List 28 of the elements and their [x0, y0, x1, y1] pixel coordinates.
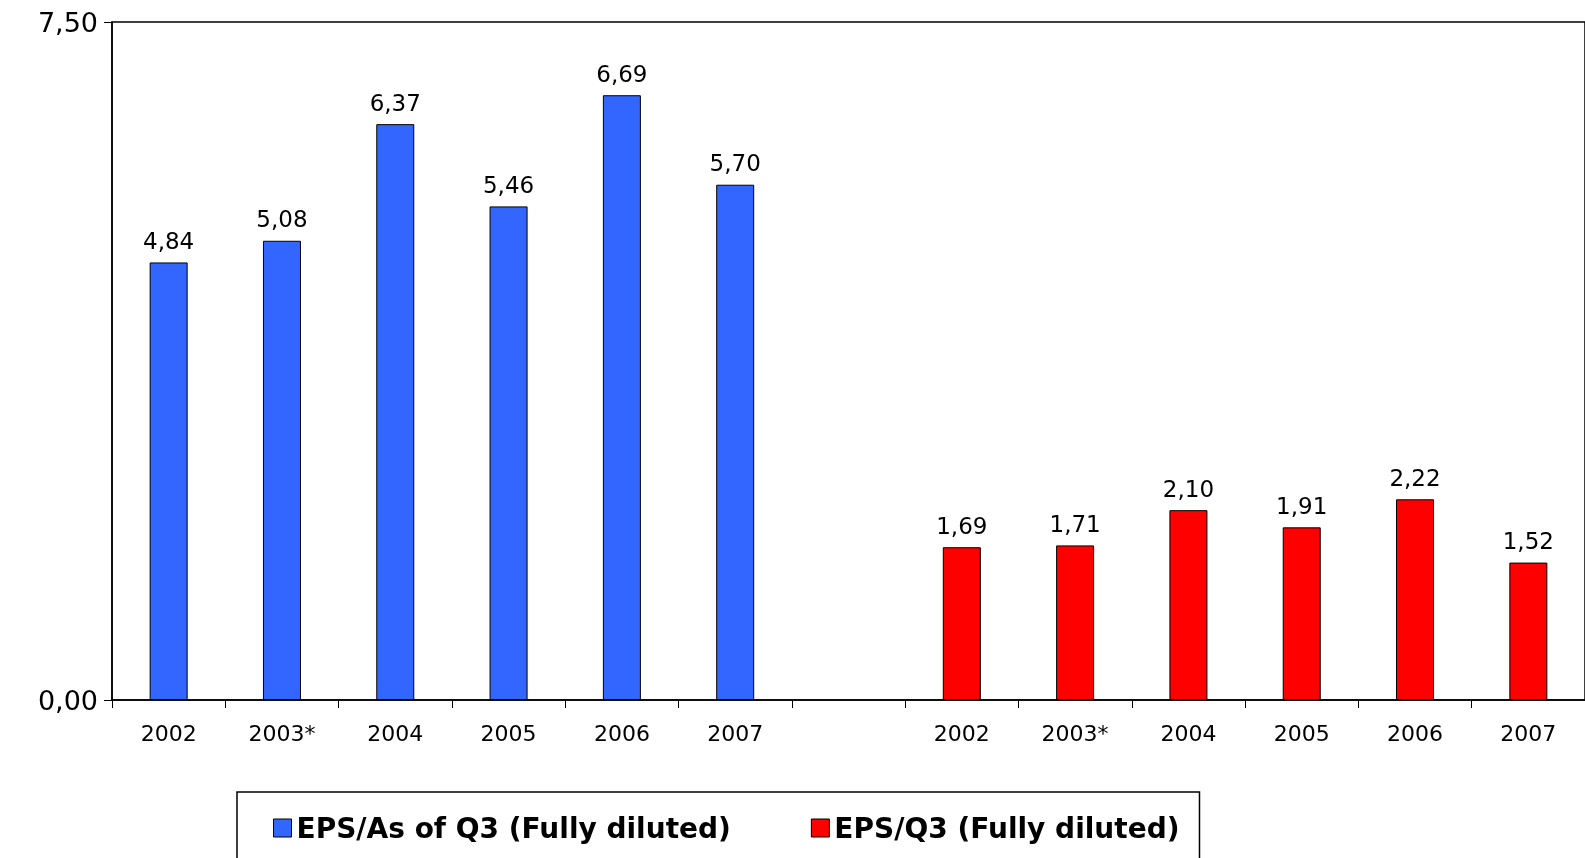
- data-label: 4,84: [143, 227, 195, 254]
- legend-label: EPS/As of Q3 (Fully diluted): [296, 811, 731, 845]
- x-tick-label: 2003*: [1041, 720, 1109, 746]
- data-label: 1,52: [1502, 528, 1554, 555]
- data-label: 2,22: [1389, 464, 1441, 491]
- x-tick-label: 2006: [1387, 720, 1444, 746]
- x-tick-label: 2007: [1500, 720, 1557, 746]
- legend-label: EPS/Q3 (Fully diluted): [834, 811, 1180, 845]
- x-tick-label: 2004: [367, 720, 424, 746]
- x-tick-label: 2005: [480, 720, 537, 746]
- data-label: 5,46: [482, 171, 535, 198]
- data-label: 1,71: [1049, 510, 1101, 537]
- data-label: 5,08: [256, 206, 308, 233]
- x-tick-label: 2002: [933, 720, 990, 746]
- x-tick-label: 2002: [140, 720, 197, 746]
- data-label: 5,70: [709, 150, 761, 177]
- data-label: 6,69: [596, 60, 648, 87]
- data-label: 6,37: [369, 89, 421, 116]
- x-tick-label: 2006: [593, 720, 650, 746]
- y-tick-label: 7,50: [37, 6, 98, 38]
- data-label: 2,10: [1162, 475, 1215, 502]
- x-tick-label: 2007: [707, 720, 764, 746]
- y-tick-label: 0,00: [37, 684, 98, 716]
- data-label: 1,91: [1276, 492, 1328, 519]
- data-label: 1,69: [936, 512, 988, 539]
- x-tick-label: 2004: [1160, 720, 1217, 746]
- x-tick-label: 2005: [1273, 720, 1330, 746]
- x-tick-label: 2003*: [248, 720, 316, 746]
